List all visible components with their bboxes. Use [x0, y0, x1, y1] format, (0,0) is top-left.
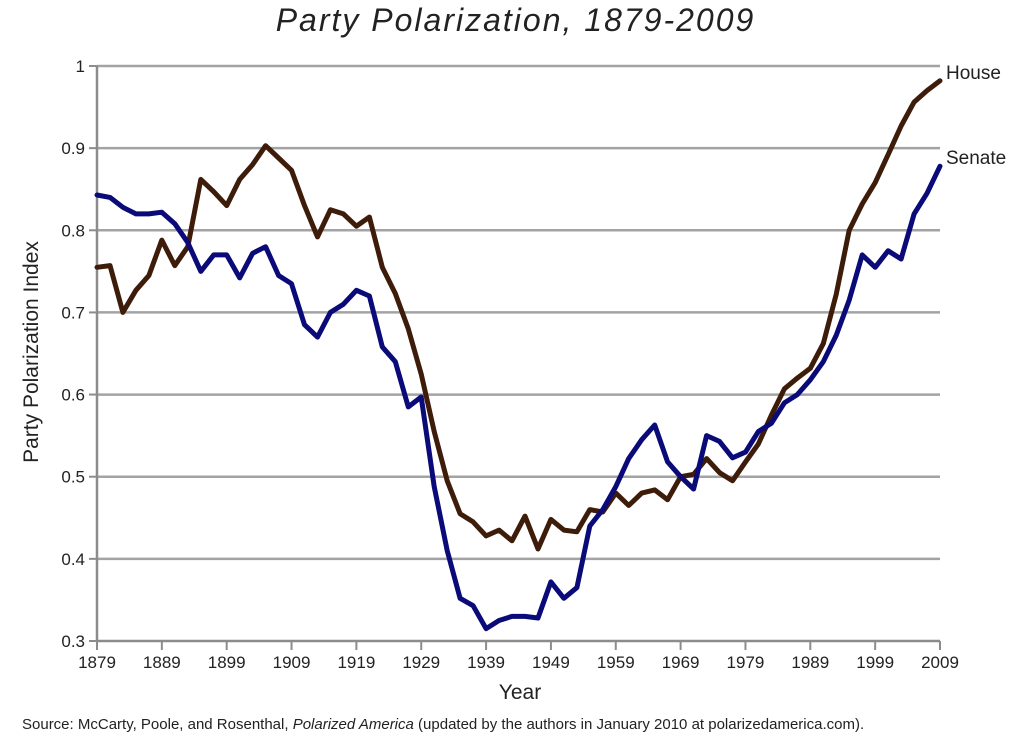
x-tick-label: 1899 — [208, 653, 246, 672]
y-axis-ticks: 0.3 0.4 0.5 0.6 0.7 0.8 0.9 1 — [61, 57, 97, 651]
y-tick-label: 0.4 — [61, 550, 85, 569]
x-tick-label: 1879 — [78, 653, 116, 672]
y-tick-label: 0.6 — [61, 386, 85, 405]
chart-title: Party Polarization, 1879-2009 — [275, 2, 756, 38]
x-tick-label: 1919 — [337, 653, 375, 672]
series-lines — [94, 78, 943, 632]
series-label-house: House — [946, 63, 1001, 84]
axes — [95, 66, 940, 643]
x-tick-label: 1949 — [532, 653, 570, 672]
y-tick-label: 0.3 — [61, 632, 85, 651]
x-tick-label: 2009 — [921, 653, 959, 672]
x-tick-label: 1939 — [467, 653, 505, 672]
y-tick-label: 0.8 — [61, 221, 85, 240]
y-tick-label: 0.5 — [61, 468, 85, 487]
x-tick-label: 1959 — [597, 653, 635, 672]
line-chart: 0.30.40.50.60.70.80.91 1879 1889 1899 1909 1… — [20, 57, 1006, 704]
series-label-senate: Senate — [946, 148, 1006, 169]
series-line-senate — [94, 163, 943, 632]
x-axis-ticks: 1879 1889 1899 1909 1919 1929 1939 1949 1959 1969… — [78, 641, 959, 672]
source-note: Source: McCarty, Poole, and Rosenthal, P… — [22, 716, 864, 733]
x-tick-label: 1969 — [662, 653, 700, 672]
source-book-title: Polarized America — [292, 716, 414, 733]
series-labels: House Senate — [946, 63, 1006, 169]
series-line-house — [94, 78, 943, 552]
y-tick-label: 1 — [76, 57, 85, 76]
y-axis-label: Party Polarization Index — [20, 241, 43, 463]
x-tick-label: 1989 — [791, 653, 829, 672]
x-tick-label: 1929 — [402, 653, 440, 672]
source-prefix: Source: McCarty, Poole, and Rosenthal, — [22, 716, 293, 733]
y-tick-label: 0.7 — [61, 303, 85, 322]
x-axis-label: Year — [499, 681, 541, 704]
x-tick-label: 1909 — [273, 653, 311, 672]
x-tick-label: 1889 — [143, 653, 181, 672]
source-suffix: (updated by the authors in January 2010 … — [413, 716, 865, 733]
x-tick-label: 1999 — [856, 653, 894, 672]
x-tick-label: 1979 — [727, 653, 765, 672]
gridlines — [97, 64, 940, 561]
y-tick-label: 0.9 — [61, 139, 85, 158]
